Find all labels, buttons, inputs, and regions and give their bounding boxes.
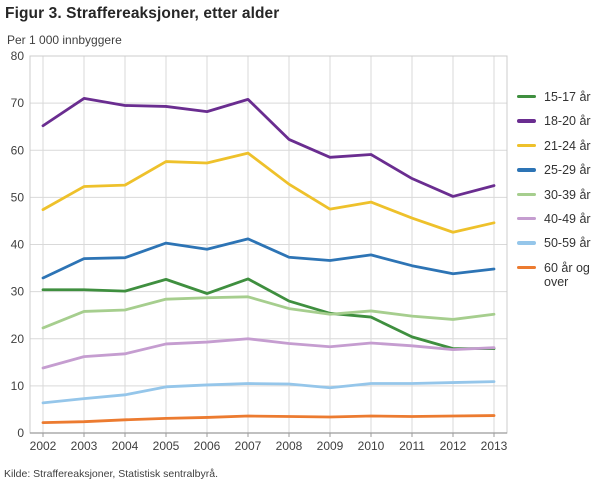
legend-swatch [517,168,536,172]
x-tick-label: 2008 [276,439,303,453]
series-line-40-49-år [41,337,496,370]
legend-label: 40-49 år [544,211,591,226]
series-line-60-år-og-over [41,414,496,425]
legend-swatch [517,95,536,99]
chart-title: Figur 3. Straffereaksjoner, etter alder [5,5,280,22]
series-line-15-17-år [41,277,496,351]
legend-label: 60 år og over [544,260,590,289]
series-line-50-59-år [41,380,496,405]
legend-item: 15-17 år [517,90,609,104]
x-tick-label: 2005 [153,439,180,453]
legend-item: 18-20 år [517,114,609,128]
x-tick-label: 2002 [30,439,57,453]
legend-label: 30-39 år [544,187,591,202]
legend-swatch [517,265,536,270]
y-tick-label: 70 [11,96,25,110]
x-tick-label: 2003 [71,439,98,453]
source-note: Kilde: Straffereaksjoner, Statistisk sen… [4,468,218,480]
line-plot-area: 0 10 20 30 40 50 60 70 80 2002 2003 2004 2005 2006 200… [11,49,508,453]
y-tick-label: 80 [11,49,25,63]
y-tick-label: 20 [11,332,25,346]
x-tick-label: 2009 [317,439,344,453]
series-line-21-24-år [41,151,496,234]
x-tick-label: 2011 [399,439,425,453]
legend-label: 25-29 år [544,163,591,178]
x-tick-label: 2007 [235,439,262,453]
legend-item: 25-29 år [517,163,609,177]
y-tick-label: 40 [11,238,25,252]
y-tick-label: 10 [11,379,25,393]
x-tick-label: 2013 [481,439,508,453]
x-tick-label: 2012 [440,439,467,453]
legend-label: 18-20 år [544,114,591,129]
series-line-18-20-år [41,97,496,198]
legend-label: 50-59 år [544,236,591,251]
legend-swatch [517,119,536,123]
x-tick-label: 2006 [194,439,221,453]
legend-item: 40-49 år [517,212,609,226]
legend: 15-17 år 18-20 år 21-24 år 25-29 år 30-39 år… [517,90,609,299]
series-line-25-29-år [41,237,496,280]
legend-swatch [517,192,536,196]
legend-swatch [517,216,536,221]
y-tick-label: 50 [11,190,25,204]
legend-swatch [517,241,536,245]
legend-item: 60 år og over [517,261,609,290]
y-axis-title: Per 1 000 innbyggere [7,33,122,47]
legend-item: 30-39 år [517,188,609,202]
legend-label: 21-24 år [544,138,591,153]
legend-item: 50-59 år [517,236,609,250]
series-line-30-39-år [41,295,496,330]
legend-item: 21-24 år [517,139,609,153]
x-tick-label: 2004 [112,439,139,453]
legend-label: 15-17 år [544,90,591,104]
x-tick-label: 2010 [358,439,385,453]
y-tick-label: 0 [17,426,24,440]
y-tick-label: 30 [11,285,25,299]
y-tick-label: 60 [11,143,25,157]
legend-swatch [517,143,536,148]
